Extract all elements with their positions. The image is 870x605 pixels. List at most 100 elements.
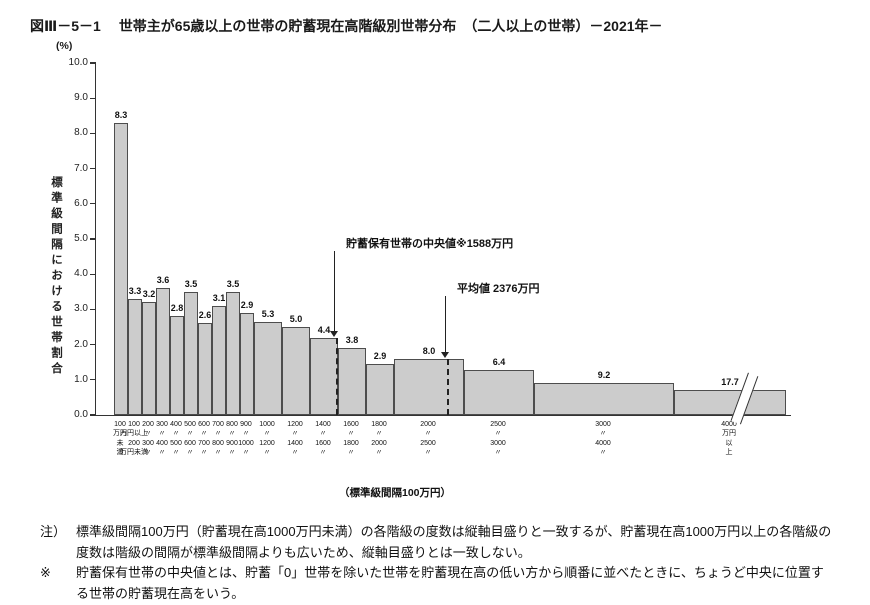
- bar-value-label: 9.2: [597, 369, 611, 380]
- y-tick-mark: [90, 308, 96, 310]
- arrow-head-icon: [330, 331, 339, 337]
- figure-number: 図Ⅲ－5－1: [30, 18, 101, 34]
- plot-area: 0.0 1.0 2.0 3.0 4.0 5.0 6.0 7.0 8.0 9.0 10.0 8.3 3.3…: [69, 57, 791, 425]
- x-tick-label: 1600 〃 1800 〃: [343, 421, 359, 457]
- y-tick-label: 0.0: [74, 409, 88, 420]
- bar: [254, 321, 282, 415]
- chart-area: (%) 標準級間隔における世帯割合 0.0 1.0 2.0 3.0 4.0 5.0 6.0 7…: [0, 38, 870, 510]
- bar-value-label: 17.7: [721, 377, 739, 388]
- y-tick-label: 2.0: [74, 338, 88, 350]
- median-annotation-label: 貯蓄保有世帯の中央値※1588万円: [346, 238, 514, 250]
- x-tick-label: 300 〃 400 〃: [156, 421, 168, 457]
- mean-annotation-label: 平均値 2376万円: [457, 283, 540, 295]
- y-tick-mark: [90, 414, 96, 416]
- x-tick-label: 700 〃 800 〃: [212, 421, 224, 457]
- y-tick-label: 9.0: [74, 92, 88, 104]
- x-tick-label: 1200 〃 1400 〃: [287, 421, 303, 457]
- x-tick-label: 1400 〃 1600 〃: [315, 421, 331, 457]
- footnote-row: ※ 貯蓄保有世帯の中央値とは、貯蓄「0」世帯を除いた世帯を貯蓄現在高の低い方から…: [40, 563, 832, 604]
- bar-value-label: 3.5: [184, 278, 198, 289]
- x-tick-label: 1800 〃 2000 〃: [371, 421, 387, 457]
- bar: [240, 312, 254, 415]
- y-axis-unit-label: (%): [56, 40, 73, 52]
- y-tick-label: 10.0: [68, 57, 88, 68]
- bar: [394, 358, 464, 415]
- x-axis-caption: （標準級間隔100万円）: [338, 487, 452, 499]
- bar: [338, 348, 366, 415]
- bar: [310, 337, 338, 415]
- footnote-row: 注） 標準級間隔100万円（貯蓄現在高1000万円未満）の各階級の度数は縦軸目盛…: [40, 522, 832, 563]
- y-tick-mark: [90, 273, 96, 275]
- bar-value-label: 2.9: [240, 299, 254, 310]
- median-arrow-icon: [330, 251, 339, 337]
- bar: [226, 291, 240, 415]
- x-tick-label: 500 〃 600 〃: [184, 421, 196, 457]
- y-tick-label: 1.0: [74, 373, 88, 385]
- bar: [184, 291, 198, 415]
- bar-value-label: 3.8: [345, 335, 359, 346]
- bar-value-label: 2.9: [373, 350, 387, 361]
- y-tick-mark: [90, 132, 96, 134]
- bar: [114, 122, 128, 415]
- x-tick-label: 200 〃 300 〃: [142, 421, 154, 457]
- y-tick-mark: [90, 97, 96, 99]
- median-line: [336, 337, 339, 415]
- x-tick-label: 100 万円以上 200 万円未満: [120, 421, 148, 457]
- bar-value-label: 8.0: [422, 345, 436, 356]
- bar: [464, 369, 534, 415]
- bar: [366, 363, 394, 415]
- footnotes: 注） 標準級間隔100万円（貯蓄現在高1000万円未満）の各階級の度数は縦軸目盛…: [40, 522, 832, 604]
- bar-value-label: 6.4: [492, 356, 506, 367]
- mean-arrow-icon: [441, 296, 450, 358]
- y-tick-mark: [90, 238, 96, 240]
- x-tick-label: 900 〃 1000 〃: [238, 421, 254, 457]
- y-axis-title: 標準級間隔における世帯割合: [50, 176, 62, 378]
- y-tick-label: 5.0: [74, 233, 88, 244]
- x-tick-label: 4000 万円以上: [721, 421, 737, 457]
- x-tick-label: 800 〃 900 〃: [226, 421, 238, 457]
- y-tick-label: 7.0: [74, 162, 88, 174]
- y-tick-label: 6.0: [74, 197, 88, 209]
- x-tick-label: 2500 〃 3000 〃: [490, 421, 506, 457]
- y-tick-mark: [90, 203, 96, 205]
- footnote-text: 貯蓄保有世帯の中央値とは、貯蓄「0」世帯を除いた世帯を貯蓄現在高の低い方から順番…: [76, 565, 824, 601]
- y-tick-mark: [90, 379, 96, 381]
- bar-value-label: 3.3: [128, 285, 142, 296]
- y-tick-label: 8.0: [74, 127, 88, 139]
- bar-value-label: 5.0: [289, 314, 303, 324]
- bar-value-label: 2.8: [170, 303, 184, 314]
- bar: [198, 323, 212, 415]
- mean-line: [446, 358, 449, 415]
- y-tick-label: 4.0: [74, 268, 88, 280]
- y-tick-label: 3.0: [74, 303, 88, 315]
- bar-value-label: 2.6: [198, 310, 212, 321]
- x-tick-label: 2000 〃 2500 〃: [420, 421, 436, 457]
- footnote-text: 標準級間隔100万円（貯蓄現在高1000万円未満）の各階級の度数は縦軸目盛りと一…: [76, 524, 832, 560]
- bar-value-label: 4.4: [317, 324, 331, 335]
- bar: [674, 390, 786, 415]
- bar-value-label: 3.1: [212, 292, 226, 303]
- bar-value-label: 3.2: [142, 289, 156, 300]
- arrow-head-icon: [441, 352, 450, 358]
- bar-value-label: 5.3: [261, 308, 275, 319]
- bar: [170, 316, 184, 415]
- x-tick-label: 3000 〃 4000 〃: [595, 421, 611, 457]
- y-tick-mark: [90, 62, 96, 64]
- x-tick-row: 100 万円未満 100 万円以上 200 万円未満 200 〃 300 〃 300 〃 400 〃 400…: [95, 420, 795, 476]
- x-tick-label: 400 〃 500 〃: [170, 421, 182, 457]
- bar: [142, 302, 156, 415]
- x-tick-label: 600 〃 700 〃: [198, 421, 210, 457]
- bar-value-label: 8.3: [114, 109, 128, 120]
- bar-value-label: 3.5: [226, 278, 240, 289]
- footnote-marker: 注）: [40, 524, 67, 539]
- x-tick-label: 1000 〃 1200 〃: [259, 421, 275, 457]
- bar: [156, 288, 170, 415]
- x-tick-label: 100 万円未満: [113, 421, 127, 457]
- bar: [282, 327, 310, 415]
- y-tick-mark: [90, 168, 96, 170]
- bar-value-label: 3.6: [156, 275, 170, 286]
- bar: [128, 298, 142, 415]
- y-tick-mark: [90, 344, 96, 346]
- bar: [212, 305, 226, 415]
- footnote-marker: ※: [40, 565, 51, 581]
